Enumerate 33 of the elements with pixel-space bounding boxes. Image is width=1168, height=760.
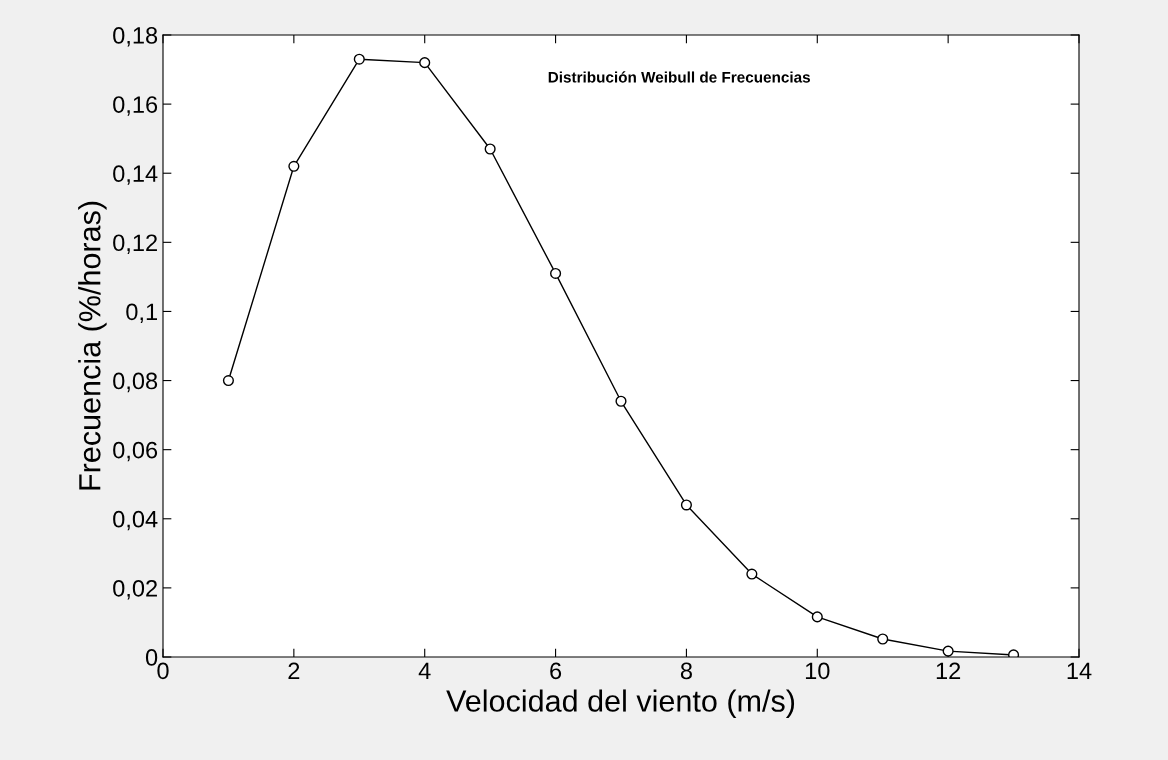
x-tick-label: 0 bbox=[157, 662, 169, 680]
y-tick-label: 0,14 bbox=[113, 165, 158, 185]
point bbox=[615, 395, 627, 407]
x-tick-label: 12 bbox=[936, 662, 961, 679]
point bbox=[288, 160, 300, 172]
y-tick-label: 0,18 bbox=[113, 27, 158, 47]
point bbox=[877, 633, 889, 645]
x-tick-label: 10 bbox=[805, 662, 830, 680]
y-tick-label: 0,02 bbox=[113, 579, 157, 600]
x-tick-label: 6 bbox=[550, 662, 562, 680]
y-tick-label: 0,06 bbox=[113, 441, 158, 462]
point bbox=[550, 267, 562, 279]
point bbox=[353, 53, 365, 65]
point bbox=[680, 499, 692, 511]
y-tick-label: 0,08 bbox=[113, 372, 158, 393]
x-tick-label: 8 bbox=[680, 662, 692, 680]
x-tick-label: 4 bbox=[418, 662, 431, 679]
y-tick-label: 0 bbox=[145, 649, 158, 666]
point bbox=[484, 143, 496, 155]
y-tick-label: 0,04 bbox=[113, 510, 158, 531]
y-tick-label: 0,12 bbox=[113, 234, 157, 254]
y-tick-label: 0,1 bbox=[126, 303, 157, 324]
y-axis-title: Frecuencia (%/horas) bbox=[78, 201, 107, 490]
x-tick-label: 2 bbox=[288, 662, 300, 679]
point bbox=[746, 568, 758, 580]
y-tick-label: 0,16 bbox=[113, 96, 158, 116]
point bbox=[419, 57, 431, 69]
x-tick-label: 14 bbox=[1067, 662, 1092, 679]
point bbox=[222, 374, 234, 387]
point bbox=[942, 645, 954, 657]
text: Distribución Weibull de Frecuencias bbox=[548, 71, 810, 83]
x-axis-title: Velocidad del viento (m/s) bbox=[446, 689, 795, 718]
point bbox=[811, 611, 823, 623]
